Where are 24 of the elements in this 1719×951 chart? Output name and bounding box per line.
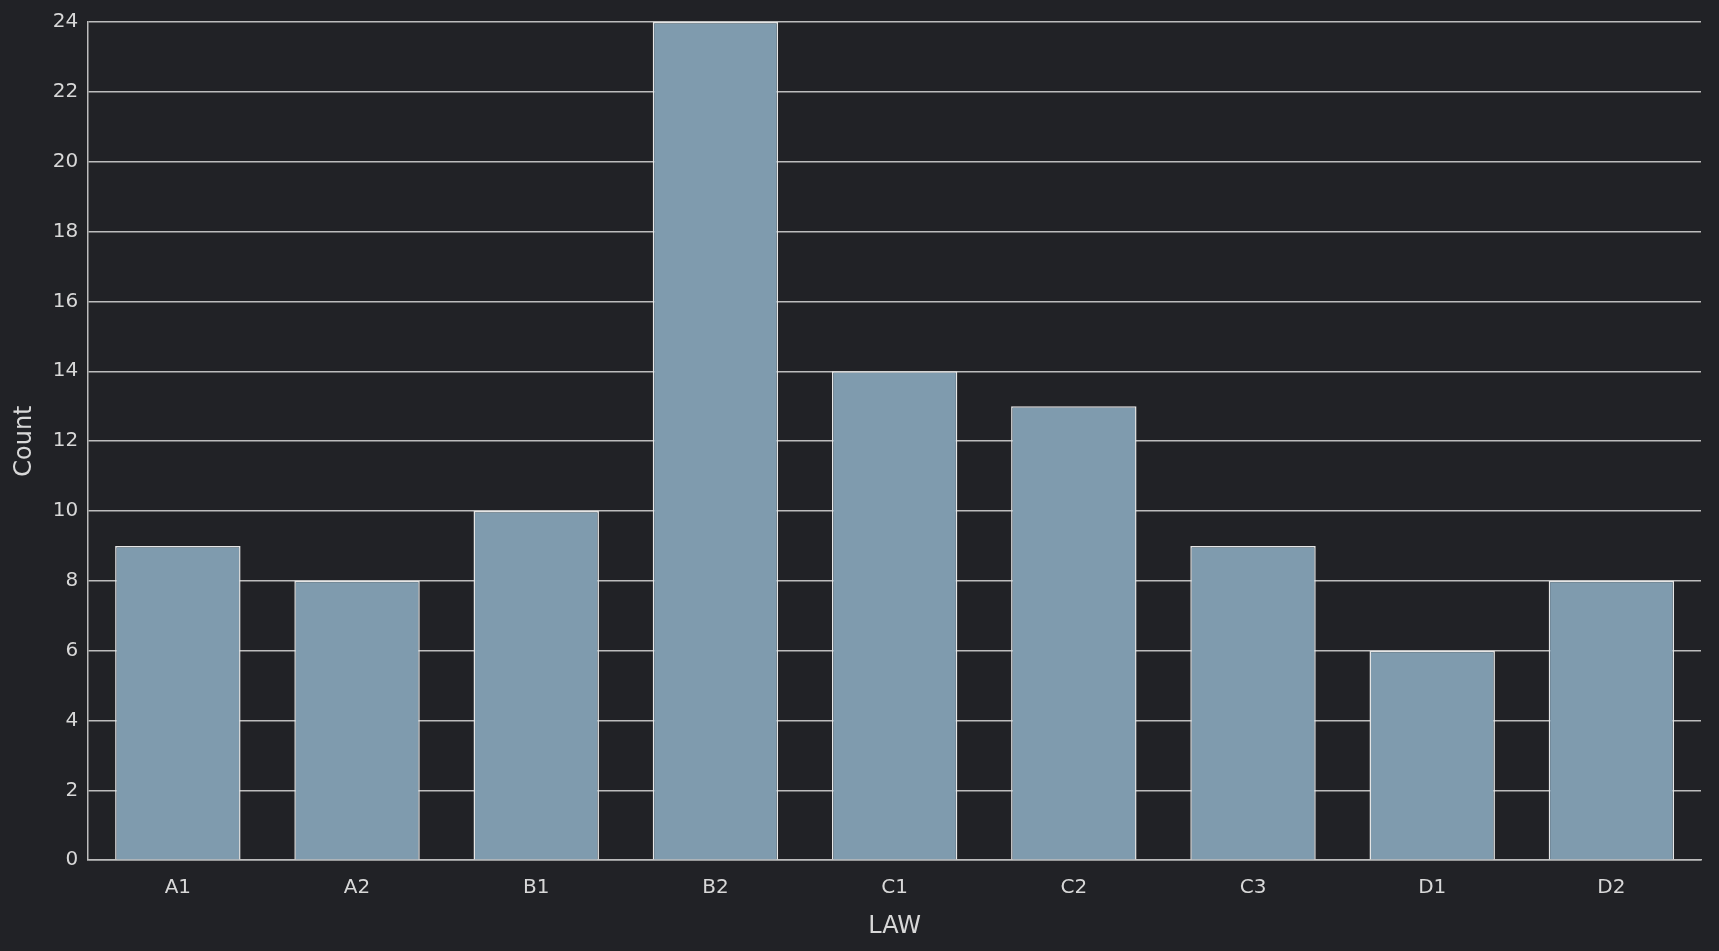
y-tick-label: 22 [52,78,79,103]
y-tick-label: 24 [52,8,79,33]
y-axis-title: Count [8,405,37,477]
y-tick-label: 10 [52,497,79,522]
y-tick-label: 2 [65,776,79,801]
x-tick-label: C1 [881,874,908,899]
y-tick-label: 16 [52,287,79,312]
y-tick-label: 6 [65,636,79,661]
y-tick-label: 8 [65,567,79,591]
x-tick-label: C3 [1239,874,1267,899]
y-tick-label: 12 [52,427,79,452]
y-tick-label: 14 [52,357,79,382]
x-tick-label: A2 [343,874,371,899]
x-tick-label: B2 [702,874,729,899]
x-tick-label: D1 [1418,874,1447,899]
y-tick-label: 4 [65,706,79,731]
y-tick-label: 18 [52,217,79,242]
x-tick-label: C2 [1060,874,1088,899]
y-tick-label: 0 [65,846,79,871]
x-tick-label: D2 [1597,874,1626,899]
y-tick-label: 20 [52,147,79,172]
x-tick-label: B1 [523,874,550,899]
x-axis-title: LAW [868,910,922,939]
x-tick-label: A1 [164,874,192,899]
